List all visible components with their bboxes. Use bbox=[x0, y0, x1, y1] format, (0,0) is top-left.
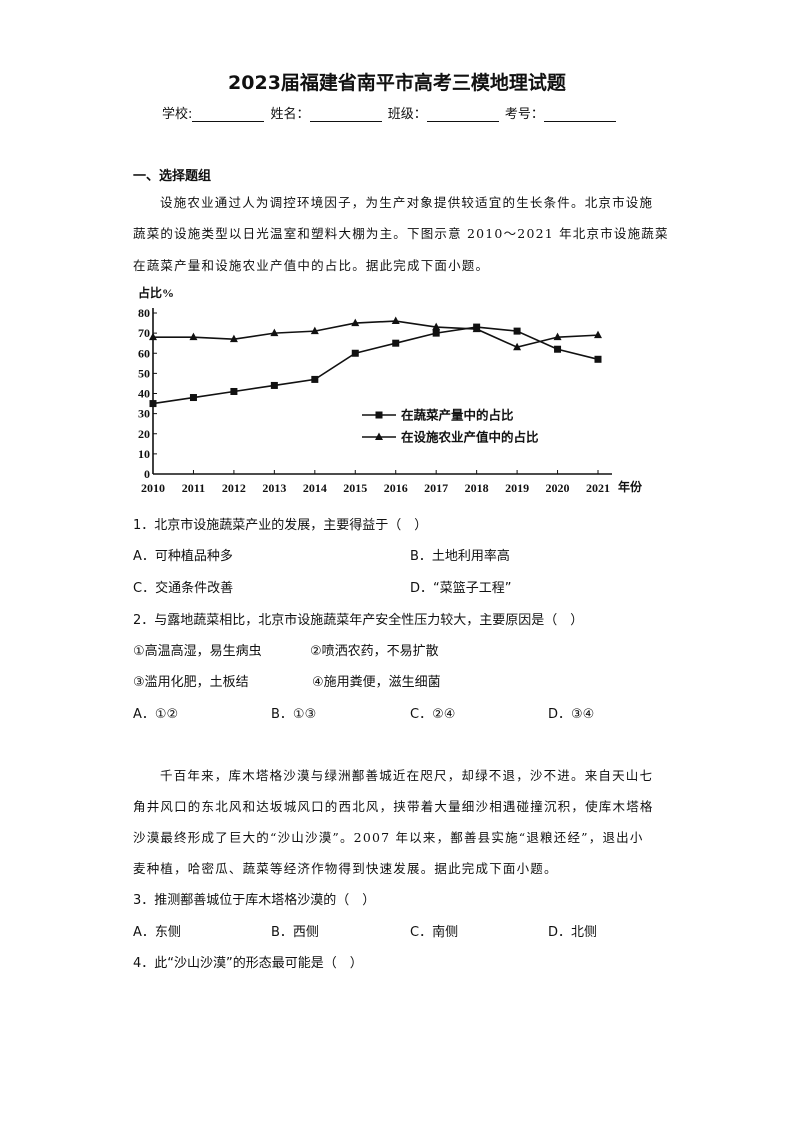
square-marker bbox=[189, 394, 197, 402]
class-blank bbox=[426, 107, 499, 122]
passage2-line: 角井风口的东北风和达坂城风口的西北风，挟带着大量细沙相遇碰撞沉积，使库木塔格 bbox=[133, 799, 654, 814]
passage2-line: 麦种植，哈密瓜、蔬菜等经济作物得到快速发展。据此完成下面小题。 bbox=[133, 861, 558, 876]
school-blank bbox=[192, 107, 265, 122]
q3-option-c: C．南侧 bbox=[410, 925, 459, 940]
question-1-stem: 1．北京市设施蔬菜产业的发展，主要得益于（ ） bbox=[133, 518, 428, 533]
passage2-line: 沙漠最终形成了巨大的“沙山沙漠”。2007 年以来，鄯善县实施“退粮还经”，退出… bbox=[133, 830, 644, 845]
x-tick-label: 2018 bbox=[465, 481, 489, 495]
triangle-marker bbox=[270, 328, 279, 337]
question-2-stem: 2．与露地蔬菜相比，北京市设施蔬菜年产安全性压力较大，主要原因是（ ） bbox=[133, 613, 584, 628]
q1-option-b: B．土地利用率高 bbox=[410, 549, 510, 564]
y-tick-label: 20 bbox=[138, 427, 150, 441]
q1-option-d: D．“菜篮子工程” bbox=[410, 581, 512, 596]
school-label: 学校: bbox=[162, 107, 193, 122]
triangle-marker bbox=[594, 330, 602, 339]
triangle-marker bbox=[351, 318, 360, 327]
passage1-line: 蔬菜的设施类型以日光温室和塑料大棚为主。下图示意 2010～2021 年北京市设… bbox=[133, 226, 669, 241]
q2-option-a: A．①② bbox=[133, 707, 179, 722]
triangle-marker bbox=[375, 432, 383, 440]
exam-number-label: 考号： bbox=[504, 107, 544, 122]
legend-label: 在设施农业产值中的占比 bbox=[401, 430, 539, 445]
page-title: 2023届福建省南平市高考三模地理试题 bbox=[228, 72, 566, 94]
q1-option-c: C．交通条件改善 bbox=[133, 581, 234, 596]
q1-option-a: A．可种植品种多 bbox=[133, 549, 233, 564]
x-tick-label: 2014 bbox=[303, 481, 327, 495]
square-marker bbox=[594, 355, 602, 363]
x-tick-label: 2010 bbox=[141, 481, 165, 495]
x-tick-label: 2013 bbox=[262, 481, 286, 495]
y-tick-label: 10 bbox=[138, 447, 150, 461]
x-tick-label: 2011 bbox=[182, 481, 205, 495]
question-3-stem: 3．推测鄯善城位于库木塔格沙漠的（ ） bbox=[133, 893, 376, 908]
x-tick-label: 2017 bbox=[424, 481, 448, 495]
series-line-triangle bbox=[153, 320, 599, 349]
q2-item-4: ④施用粪便，滋生细菌 bbox=[312, 675, 441, 690]
name-label: 姓名： bbox=[270, 107, 310, 122]
q3-option-a: A．东侧 bbox=[133, 925, 181, 940]
triangle-marker bbox=[553, 332, 562, 341]
square-marker bbox=[311, 375, 319, 383]
passage2-line: 千百年来，库木塔格沙漠与绿洲鄯善城近在咫尺，却绿不退，沙不进。来自天山七 bbox=[160, 768, 654, 783]
q3-option-d: D．北侧 bbox=[548, 925, 598, 940]
y-tick-label: 60 bbox=[138, 346, 150, 360]
triangle-marker bbox=[432, 322, 441, 331]
passage1-line: 设施农业通过人为调控环境因子，为生产对象提供较适宜的生长条件。北京市设施 bbox=[160, 195, 654, 210]
x-tick-label: 2021 bbox=[586, 481, 610, 495]
q3-option-b: B．西侧 bbox=[271, 925, 319, 940]
triangle-marker bbox=[513, 342, 522, 351]
exam-number-blank bbox=[543, 107, 616, 122]
y-tick-label: 70 bbox=[138, 326, 150, 340]
square-marker bbox=[392, 339, 400, 347]
y-tick-label: 80 bbox=[138, 306, 150, 320]
square-marker bbox=[432, 329, 440, 337]
square-marker bbox=[351, 349, 359, 357]
triangle-marker bbox=[229, 334, 238, 343]
triangle-marker bbox=[310, 326, 319, 335]
y-tick-label: 50 bbox=[138, 366, 150, 380]
square-marker bbox=[513, 327, 521, 335]
x-tick-label: 2019 bbox=[505, 481, 529, 495]
x-tick-label: 2012 bbox=[222, 481, 246, 495]
square-marker bbox=[149, 400, 157, 408]
passage1-line: 在蔬菜产量和设施农业产值中的占比。据此完成下面小题。 bbox=[133, 258, 490, 273]
y-tick-label: 30 bbox=[138, 407, 150, 421]
q2-option-c: C．②④ bbox=[410, 707, 456, 722]
triangle-marker bbox=[149, 332, 157, 341]
square-marker bbox=[554, 345, 562, 353]
series-line-square bbox=[152, 326, 599, 405]
triangle-marker bbox=[472, 324, 481, 333]
square-marker bbox=[230, 387, 238, 395]
x-axis-label: 年份 bbox=[618, 479, 643, 494]
legend-label: 在蔬菜产量中的占比 bbox=[401, 408, 514, 423]
triangle-marker bbox=[391, 316, 400, 325]
triangle-marker bbox=[189, 332, 198, 341]
question-4-stem: 4．此“沙山沙漠”的形态最可能是（ ） bbox=[133, 956, 363, 971]
x-tick-label: 2016 bbox=[384, 481, 408, 495]
q2-option-d: D．③④ bbox=[548, 707, 595, 722]
x-tick-label: 2020 bbox=[546, 481, 570, 495]
q2-option-b: B．①③ bbox=[271, 707, 317, 722]
y-axis-label: 占比% bbox=[138, 285, 174, 300]
q2-item-2: ②喷洒农药，不易扩散 bbox=[310, 644, 439, 659]
square-marker bbox=[375, 411, 383, 419]
name-blank bbox=[309, 107, 382, 122]
x-tick-label: 2015 bbox=[343, 481, 367, 495]
y-tick-label: 40 bbox=[138, 387, 150, 401]
line-chart: 0 10 20 30 40 50 60 70 80 2010 2011 2012 2013 2014 201… bbox=[138, 285, 643, 495]
class-label: 班级： bbox=[387, 107, 427, 122]
y-tick-label: 0 bbox=[144, 467, 150, 481]
q2-item-3: ③滥用化肥，土板结 bbox=[133, 675, 249, 690]
section-title: 一、选择题组 bbox=[133, 169, 212, 184]
student-info-fields: 学校: 姓名： 班级： 考号： bbox=[162, 103, 618, 122]
square-marker bbox=[270, 381, 278, 389]
q2-item-1: ①高温高湿，易生病虫 bbox=[133, 644, 262, 659]
